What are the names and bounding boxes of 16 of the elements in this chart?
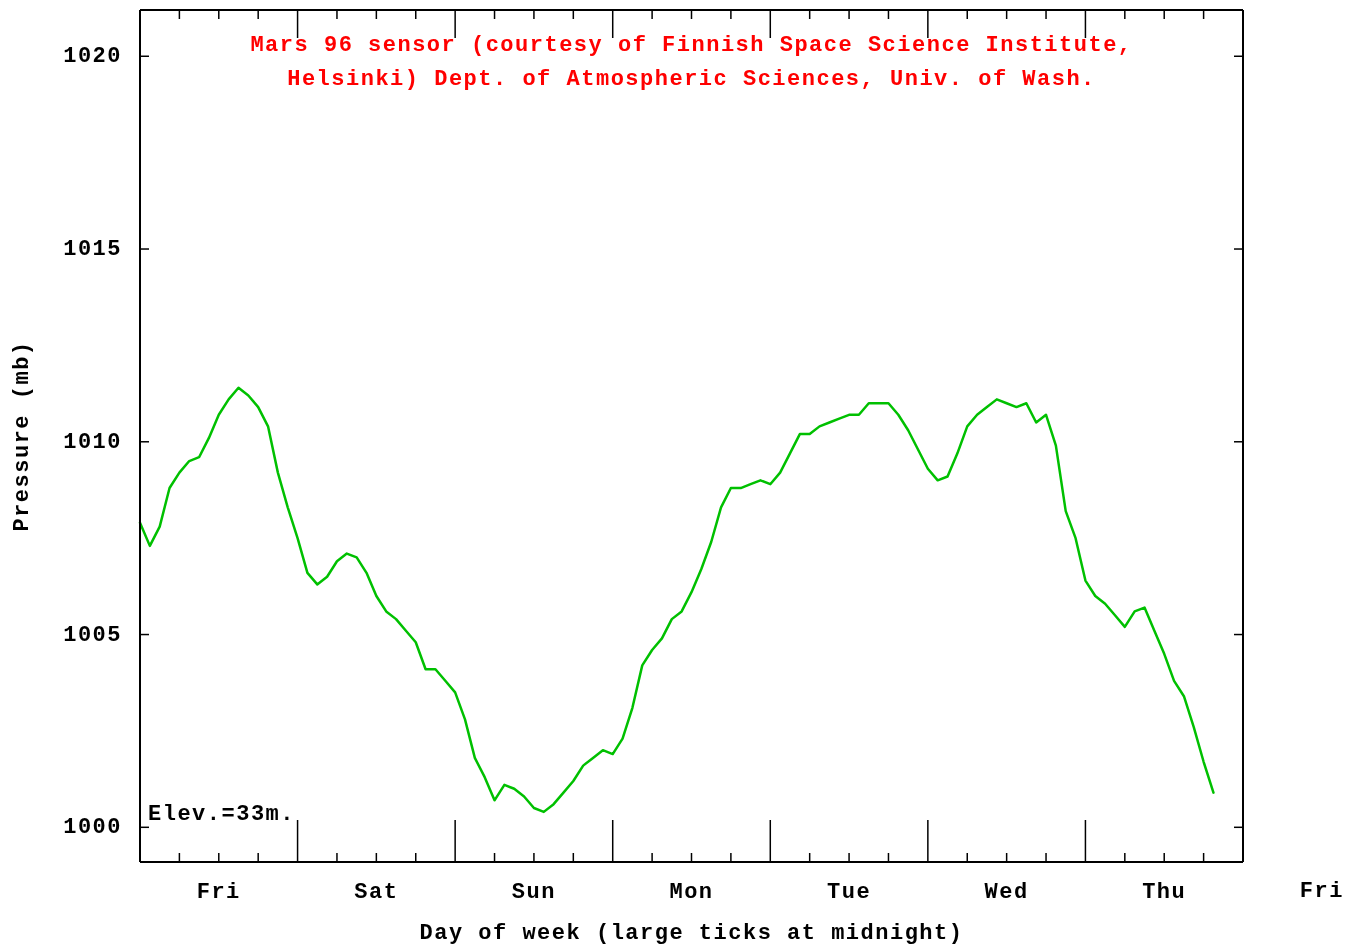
y-axis-title: Pressure (mb) <box>9 340 35 532</box>
y-tick-label: 1020 <box>63 43 122 69</box>
x-tick-label: Wed <box>984 879 1029 905</box>
x-axis-title: Day of week (large ticks at midnight) <box>419 920 964 946</box>
text: Mars 96 sensor (courtesy of Finnish Space Science Institute, Helsinki) Dept. of Atmospheric Sciences, Univ. of Wash. <box>249 32 1134 94</box>
x-tick-label: Fri <box>196 879 241 905</box>
x-tick-label: Tue <box>827 879 872 905</box>
x-tick-label: Mon <box>669 879 714 905</box>
x-tick-label: Thu <box>1142 879 1187 905</box>
x-tick-label: Sun <box>511 879 556 905</box>
x-tick-label: Sat <box>354 879 399 905</box>
y-tick-label: 1015 <box>63 236 122 262</box>
annotation: Elev.=33m. <box>148 802 296 827</box>
y-tick-label: 1000 <box>63 814 122 840</box>
y-tick-label: 1005 <box>63 622 122 648</box>
y-tick-label: 1010 <box>63 429 122 455</box>
